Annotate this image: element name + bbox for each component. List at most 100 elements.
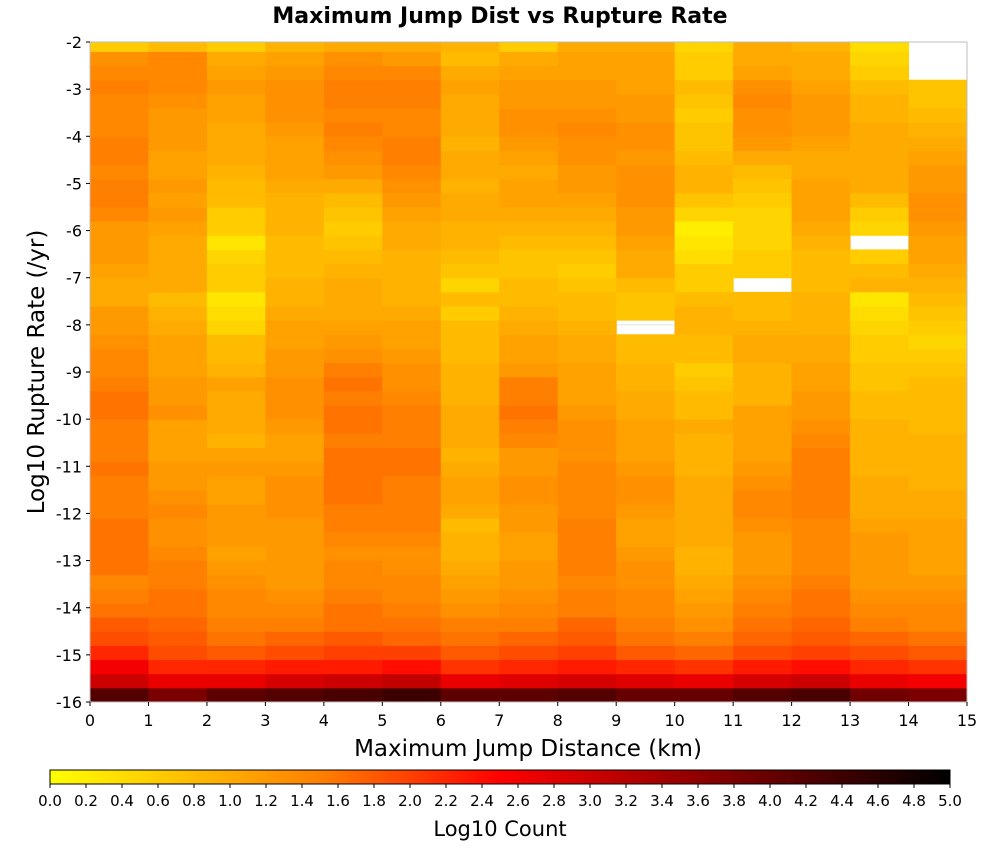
heatmap-cell	[557, 93, 617, 109]
heatmap-cell	[499, 263, 559, 279]
x-tick-label: 1	[143, 711, 153, 730]
heatmap-cell	[908, 207, 968, 222]
heatmap-cell	[616, 645, 676, 661]
heatmap-cell	[90, 546, 149, 562]
heatmap-cell	[499, 461, 559, 477]
heatmap-cell	[148, 419, 208, 434]
heatmap-cell	[616, 65, 676, 81]
heatmap-cell	[148, 93, 208, 109]
heatmap-cell	[557, 207, 617, 222]
heatmap-cell	[733, 518, 793, 533]
heatmap-cell	[616, 489, 676, 505]
heatmap-cell	[557, 687, 617, 703]
heatmap-cell	[733, 291, 793, 307]
heatmap-cell	[557, 588, 617, 604]
heatmap-cell	[616, 42, 676, 52]
heatmap-cell	[323, 348, 383, 364]
heatmap-cell	[382, 164, 442, 180]
heatmap-cell	[908, 673, 968, 689]
heatmap-cell	[674, 603, 734, 618]
heatmap-cell	[791, 447, 851, 463]
heatmap-cell	[791, 504, 851, 519]
heatmap-cell	[323, 574, 383, 590]
heatmap-cell	[440, 65, 500, 81]
heatmap-cell	[850, 42, 910, 52]
heatmap-cell	[148, 150, 208, 166]
heatmap-cell	[265, 207, 325, 222]
heatmap-cell	[148, 65, 208, 81]
heatmap-cell	[382, 419, 442, 434]
heatmap-cell	[557, 263, 617, 279]
heatmap-cell	[323, 320, 383, 335]
heatmap-cell	[908, 178, 968, 194]
heatmap-cell	[499, 504, 559, 519]
heatmap-cell	[850, 79, 910, 95]
heatmap-cell	[148, 235, 208, 250]
heatmap-cell	[791, 390, 851, 406]
heatmap-cell	[791, 192, 851, 208]
heatmap-cell	[206, 79, 266, 95]
heatmap-cell	[90, 178, 149, 194]
heatmap-cell	[265, 419, 325, 434]
heatmap-cell	[440, 51, 500, 67]
heatmap-cell	[499, 42, 559, 52]
heatmap-cell	[908, 560, 968, 576]
colorbar-ticks: 0.0 0.2 0.4 0.6 0.8 1.0 1.2 1.4 1.6 1.8 2.0 2.2 2.4 2…	[38, 784, 962, 810]
heatmap-cell	[499, 178, 559, 194]
heatmap-cell	[733, 320, 793, 335]
heatmap-cell	[733, 334, 793, 349]
heatmap-cell	[674, 546, 734, 562]
heatmap-cell	[850, 532, 910, 547]
heatmap-cell	[323, 376, 383, 392]
heatmap-cell	[850, 122, 910, 137]
heatmap-cell	[850, 447, 910, 463]
heatmap-cell	[499, 235, 559, 250]
colorbar-tick-label: 3.8	[722, 792, 746, 810]
heatmap-cell	[206, 433, 266, 448]
heatmap-cell	[323, 51, 383, 67]
heatmap-cell	[733, 108, 793, 123]
heatmap-cell	[908, 93, 968, 109]
heatmap-cell	[616, 390, 676, 406]
heatmap-cell	[90, 687, 149, 703]
heatmap-cell	[850, 405, 910, 420]
heatmap-cell	[440, 277, 500, 293]
heatmap-cell	[440, 348, 500, 364]
heatmap-cell	[791, 362, 851, 378]
colorbar-tick-label: 1.4	[290, 792, 314, 810]
y-tick-label: -4	[66, 127, 82, 146]
heatmap-cell	[382, 136, 442, 151]
heatmap-cell	[382, 306, 442, 321]
heatmap-cell	[499, 291, 559, 307]
heatmap-cell	[90, 603, 149, 618]
heatmap-cell	[908, 320, 968, 335]
heatmap-cell	[148, 687, 208, 703]
heatmap-cell	[499, 588, 559, 604]
heatmap-cell	[265, 645, 325, 661]
heatmap-cell	[674, 207, 734, 222]
heatmap-cell	[382, 376, 442, 392]
heatmap-cell	[265, 348, 325, 364]
heatmap-cell	[791, 108, 851, 123]
heatmap-cell	[557, 221, 617, 236]
heatmap-cell	[499, 546, 559, 562]
heatmap-cell	[90, 673, 149, 689]
heatmap-cell	[908, 136, 968, 151]
heatmap-cell	[557, 645, 617, 661]
heatmap-cell	[616, 348, 676, 364]
heatmap-cell	[440, 164, 500, 180]
heatmap-cell	[733, 42, 793, 52]
heatmap-cell	[616, 122, 676, 137]
heatmap-cell	[557, 122, 617, 137]
heatmap-cell	[90, 588, 149, 604]
heatmap-cell	[908, 659, 968, 675]
heatmap-cell	[90, 475, 149, 491]
heatmap-cell	[90, 419, 149, 434]
heatmap-cell	[440, 617, 500, 632]
heatmap-cell	[850, 108, 910, 123]
heatmap-cell	[674, 306, 734, 321]
heatmap-cell	[265, 475, 325, 491]
heatmap-cell	[323, 221, 383, 236]
heatmap-cell	[850, 51, 910, 67]
